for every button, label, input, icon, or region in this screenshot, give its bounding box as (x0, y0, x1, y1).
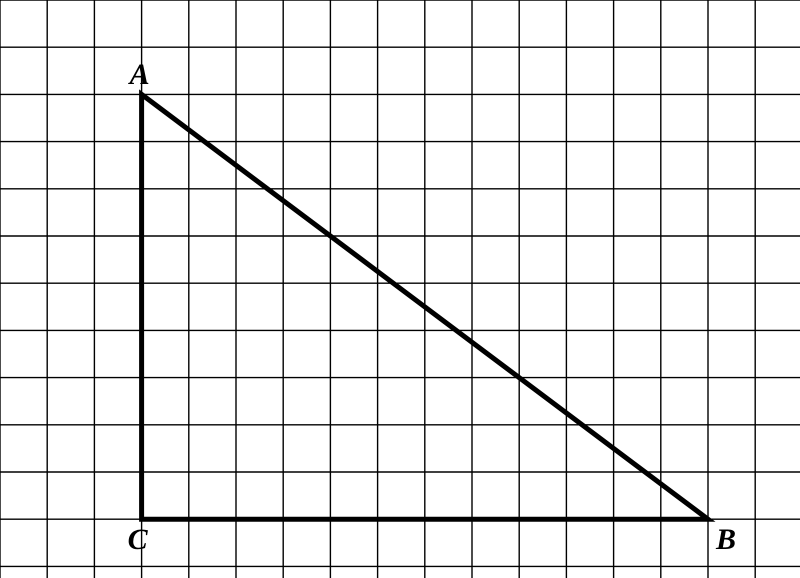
grid-and-triangle-svg (0, 0, 800, 578)
vertex-label-a: A (130, 60, 150, 90)
vertex-label-b: B (716, 525, 736, 555)
vertex-label-c: C (128, 525, 148, 555)
diagram-canvas: A B C (0, 0, 800, 578)
